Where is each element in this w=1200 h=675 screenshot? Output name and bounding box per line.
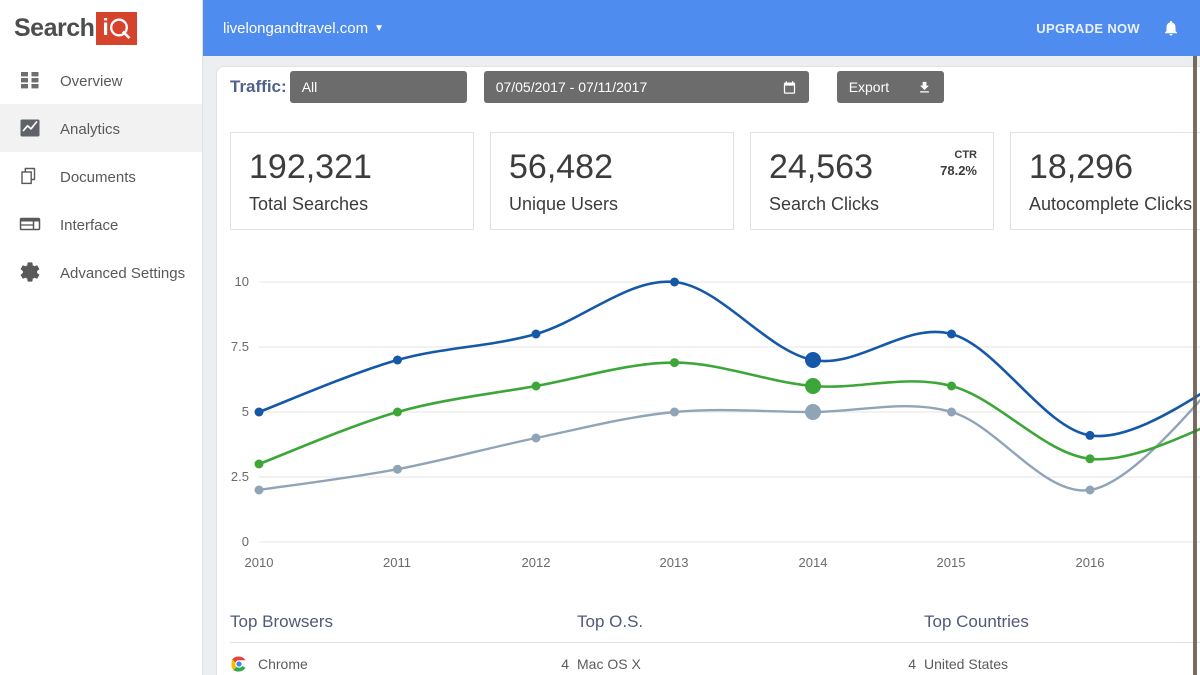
svg-text:2014: 2014 <box>799 555 828 570</box>
svg-text:2010: 2010 <box>245 555 274 570</box>
svg-text:10: 10 <box>235 274 249 289</box>
svg-text:0: 0 <box>242 534 249 549</box>
svg-text:2011: 2011 <box>383 555 411 570</box>
svg-text:2015: 2015 <box>937 555 966 570</box>
svg-text:5: 5 <box>242 404 249 419</box>
svg-text:2016: 2016 <box>1076 555 1105 570</box>
svg-text:2012: 2012 <box>522 555 551 570</box>
svg-text:2.5: 2.5 <box>231 469 249 484</box>
svg-text:7.5: 7.5 <box>231 339 249 354</box>
svg-text:2013: 2013 <box>660 555 689 570</box>
